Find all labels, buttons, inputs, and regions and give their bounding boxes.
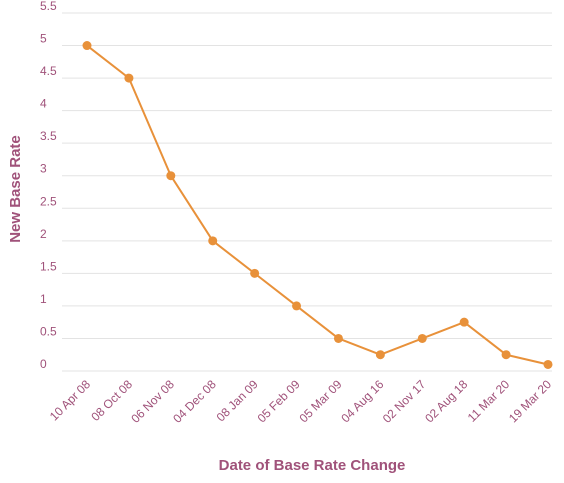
gridlines — [62, 12, 552, 372]
data-point — [208, 236, 218, 246]
data-point — [459, 317, 469, 327]
x-tick-label: 05 Mar 09 — [296, 377, 344, 425]
data-point — [292, 301, 302, 311]
data-point — [250, 268, 260, 278]
x-axis-title: Date of Base Rate Change — [219, 457, 406, 474]
y-tick-label: 2.5 — [40, 194, 57, 208]
y-tick-label: 5.5 — [40, 0, 57, 13]
y-axis-ticks: 0 0.5 1 1.5 2 2.5 3 3.5 4 4.5 5 5.5 — [40, 0, 57, 371]
x-tick-label: 06 Nov 08 — [128, 377, 177, 426]
y-tick-label: 0 — [40, 357, 47, 371]
data-point — [82, 41, 92, 51]
x-tick-label: 02 Aug 18 — [422, 377, 470, 425]
x-tick-label: 11 Mar 20 — [465, 377, 513, 425]
data-point — [417, 333, 427, 343]
series-line — [86, 44, 549, 366]
data-point — [501, 350, 511, 360]
y-tick-label: 4 — [40, 97, 47, 111]
data-point — [124, 73, 134, 83]
y-tick-label: 0.5 — [40, 324, 57, 338]
x-tick-label: 10 Apr 08 — [47, 377, 93, 423]
y-tick-label: 1.5 — [40, 259, 57, 273]
x-tick-label: 08 Jan 09 — [214, 377, 261, 424]
data-point — [375, 350, 385, 360]
y-tick-label: 1 — [40, 292, 47, 306]
y-tick-label: 5 — [40, 32, 47, 46]
data-point — [166, 171, 176, 181]
data-point — [543, 359, 553, 369]
x-tick-label: 04 Dec 08 — [170, 377, 219, 426]
data-point — [333, 333, 343, 343]
y-tick-label: 2 — [40, 227, 47, 241]
y-axis-title: New Base Rate — [7, 135, 24, 243]
x-tick-label: 04 Aug 16 — [338, 377, 386, 425]
series-line-path — [86, 44, 549, 366]
x-tick-label: 05 Feb 09 — [255, 377, 303, 425]
x-tick-label: 02 Nov 17 — [380, 377, 429, 426]
y-tick-label: 4.5 — [40, 64, 57, 78]
y-tick-label: 3.5 — [40, 129, 57, 143]
series-points — [82, 41, 553, 369]
x-tick-label: 19 Mar 20 — [506, 377, 554, 425]
y-tick-label: 3 — [40, 162, 47, 176]
